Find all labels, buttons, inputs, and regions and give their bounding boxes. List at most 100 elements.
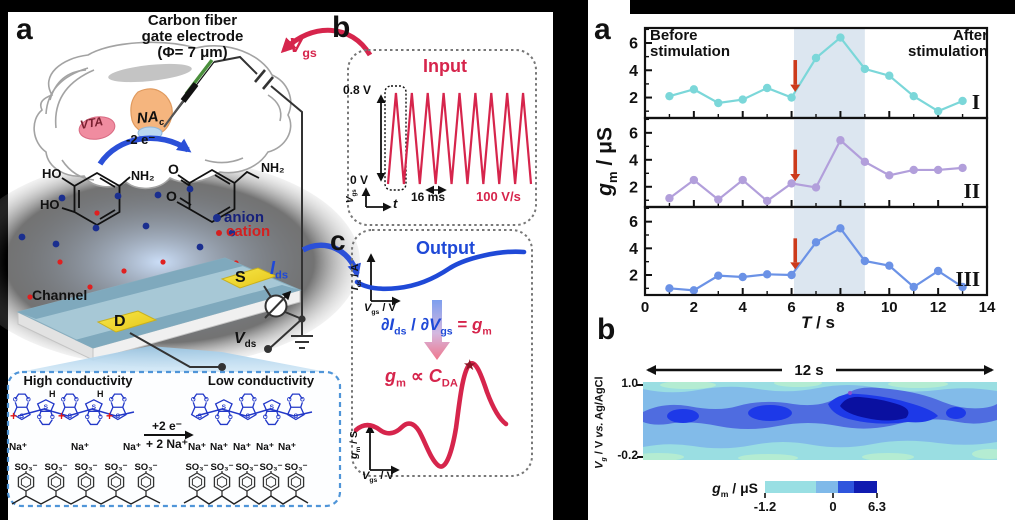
input-triangle-wave-group [386, 92, 533, 185]
svg-text:Low conductivity: Low conductivity [208, 373, 315, 388]
amine-right-label: NH₂ [261, 161, 285, 175]
y-tick-label: 6 [629, 125, 638, 142]
colorbar-title: gm / μS [712, 480, 758, 499]
x-tick-label: 4 [739, 299, 748, 316]
output-curve [354, 249, 527, 292]
svg-text:-1.2: -1.2 [754, 499, 776, 514]
nac-label: NAc [135, 108, 165, 128]
drain-pad [96, 310, 158, 333]
electrode-title-line1: Carbon fiber [147, 12, 238, 29]
trial-numeral-III: III [955, 267, 980, 291]
schematic-svg: O O S S O O SO₃⁻ Na⁺ [0, 27, 537, 508]
trial-numeral-II: II [964, 179, 980, 203]
series-II-point [665, 194, 674, 203]
after-stimulation-label: After stimulation [907, 27, 988, 60]
series-III-point [860, 256, 870, 266]
pedot-pss-structures: High conductivity Low conductivity + + +… [8, 373, 315, 505]
oxidation-arrow [97, 135, 192, 166]
series-III-point [933, 266, 943, 276]
series-I-point [762, 83, 772, 93]
time-axis-title: T / s [800, 313, 835, 332]
before-stimulation-label: Before stimulation [650, 27, 731, 60]
o-top-label: O [168, 161, 179, 177]
series-III-point [762, 270, 772, 279]
series-II-point [958, 163, 967, 173]
svg-text:H: H [97, 389, 104, 399]
x-tick-label: 12 [930, 299, 947, 316]
anion-dots [18, 185, 236, 251]
v-high-label: 0.8 V [343, 83, 372, 97]
cation-legend-dot [216, 230, 222, 236]
heatmap-yaxis-title: Vg / V vs. Ag/AgCl [593, 376, 608, 469]
top-white-tab [588, 0, 630, 15]
ho-top-label: HO [42, 166, 62, 181]
svg-text:+ 2 Na⁺: + 2 Na⁺ [146, 437, 188, 451]
series-I-point [787, 93, 796, 102]
input-yaxis-label: Vgs [344, 189, 358, 204]
series-I-point [933, 106, 943, 116]
colorbar: -1.2 0 6.3 [754, 481, 886, 514]
output-panel-border [351, 229, 533, 477]
oxidation-label: -2 e⁻ [126, 132, 156, 147]
series-II-point [787, 179, 796, 188]
scan-rate-label: 100 V/s [476, 189, 521, 204]
ids-arrow [301, 242, 361, 279]
zoom-beam [10, 346, 337, 374]
electrode-title: Carbon fiber gate electrode (Φ= 7 μm) [110, 13, 275, 60]
electrode-title-line3: (Φ= 7 μm) [157, 43, 228, 61]
source-pad [220, 267, 278, 289]
svg-text:0: 0 [829, 499, 836, 514]
series-I-point [738, 95, 747, 104]
y-tick-label: 4 [629, 152, 638, 169]
series-I-point [811, 53, 821, 63]
series-II-point [738, 175, 747, 185]
x-tick-label: 10 [881, 299, 898, 316]
series-II-point [811, 183, 821, 192]
panel-c-label: c [330, 225, 346, 256]
plot-border [643, 205, 989, 297]
series-II-point [689, 175, 699, 185]
series-II-point [762, 196, 772, 206]
series-I-point [714, 98, 723, 108]
quinone-molecule [176, 168, 260, 224]
svg-text:6.3: 6.3 [868, 499, 886, 514]
trial-numeral-I: I [972, 90, 980, 114]
y-tick-label: 2 [629, 179, 638, 196]
series-III-point [689, 286, 699, 295]
heatmap-ytick-bottom-label: -0.2 [617, 448, 638, 462]
x-tick-label: 14 [979, 299, 996, 316]
stimulus-arrowhead [790, 84, 801, 92]
series-III-point [665, 284, 674, 293]
y-tick-label: 2 [629, 268, 638, 285]
heatmap-ytick-top-label: 1.0 [621, 376, 638, 390]
x-tick-label: 6 [787, 299, 795, 316]
svg-text:H: H [49, 389, 56, 399]
y-tick-label: 4 [629, 63, 638, 80]
series-III-point [811, 238, 821, 247]
svg-text:+: + [106, 409, 113, 423]
svg-text:+: + [10, 409, 17, 423]
series-III-point [909, 282, 918, 292]
series-III-point [738, 272, 747, 282]
series-II-point [885, 171, 894, 180]
panel-a-label: a [16, 13, 33, 46]
series-I-point [836, 33, 845, 42]
input-triangle-wave [386, 92, 533, 185]
y-tick-label: 6 [629, 36, 638, 53]
input-axes [361, 85, 447, 212]
gm-yaxis-label: gm / S [348, 430, 363, 459]
x-tick-label: 2 [690, 299, 698, 316]
v-low-label: 0 V [350, 173, 369, 187]
output-yaxis-label: Ids / A [349, 263, 364, 291]
amine-left-label: NH₂ [131, 169, 155, 183]
anion-legend-label: anion [224, 209, 264, 226]
y-tick-label: 6 [629, 214, 638, 231]
derivative-arrow [424, 300, 450, 360]
anion-legend-dot [213, 214, 221, 222]
y-tick-label: 4 [629, 241, 638, 258]
source-label: S [235, 269, 246, 286]
series-II-point [836, 136, 845, 145]
period-label: 16 ms [411, 190, 446, 204]
